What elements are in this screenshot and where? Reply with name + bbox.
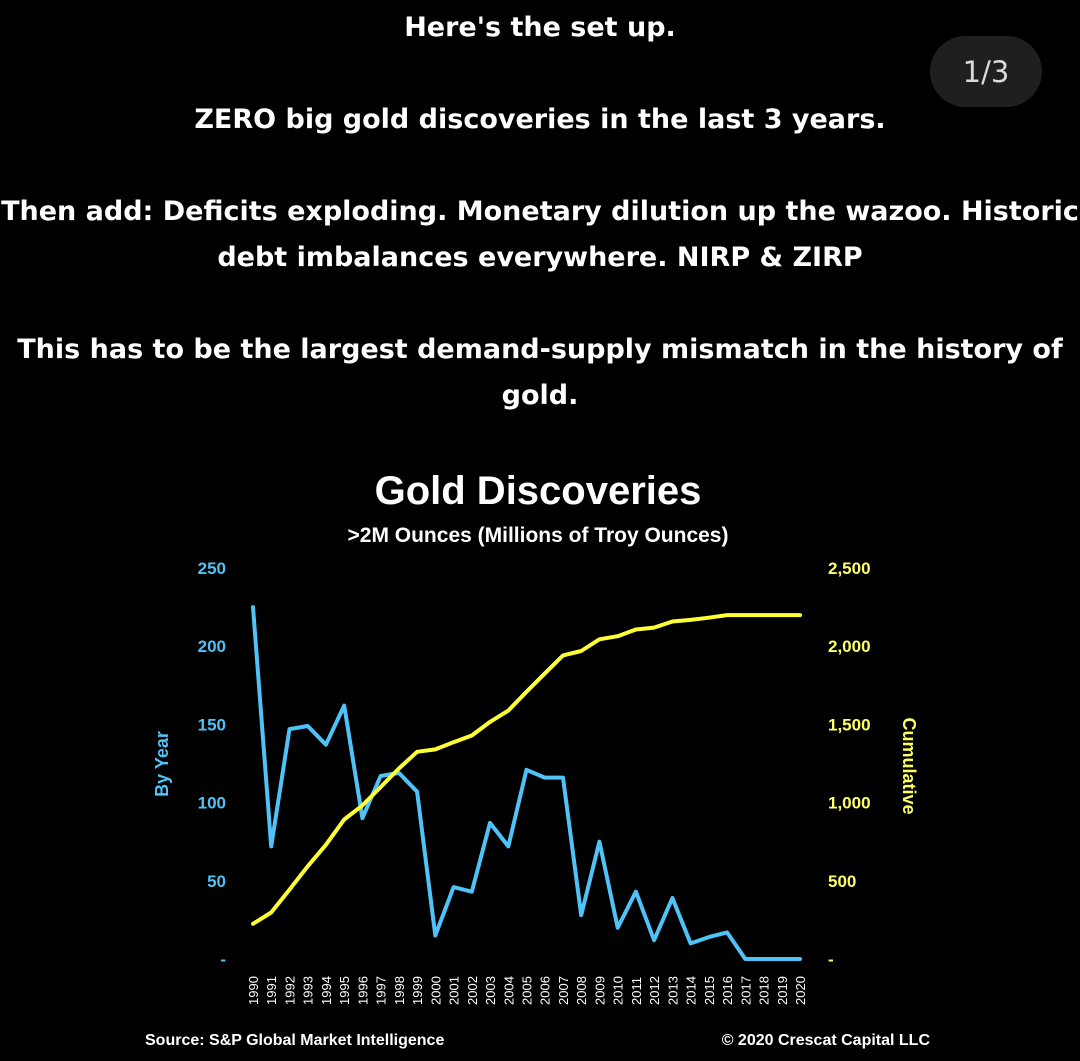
x-tick-label: 2009 (592, 976, 607, 1005)
by-year-series-line (251, 605, 802, 961)
x-tick-label: 1998 (392, 976, 407, 1005)
x-tick-label: 1996 (355, 976, 370, 1005)
tweet-line: This has to be the largest demand-supply… (17, 334, 1063, 365)
left-tick-label: 150 (198, 715, 226, 734)
tweet-line: gold. (501, 380, 579, 411)
right-tick-label: 2,000 (828, 637, 871, 656)
left-tick-label: - (220, 950, 226, 969)
x-tick-label: 2010 (611, 976, 626, 1005)
x-tick-label: 2007 (556, 976, 571, 1005)
x-tick-label: 2000 (428, 976, 443, 1005)
x-tick-label: 2014 (684, 976, 699, 1005)
x-tick-label: 1990 (246, 976, 261, 1005)
tweet-line: Here's the set up. (404, 12, 676, 43)
x-tick-label: 2005 (520, 976, 535, 1005)
left-tick-label: 200 (198, 637, 226, 656)
x-tick-label: 1991 (264, 976, 279, 1005)
cumulative-series-line (251, 613, 802, 926)
x-tick-label: 2017 (738, 976, 753, 1005)
right-tick-label: - (828, 950, 834, 969)
x-tick-label: 2015 (702, 976, 717, 1005)
x-tick-label: 1995 (337, 976, 352, 1005)
x-tick-label: 1999 (410, 976, 425, 1005)
x-tick-label: 2006 (538, 976, 553, 1005)
tweet-line: Then add: Deficits exploding. Monetary d… (1, 196, 1079, 227)
x-tick-label: 2019 (775, 976, 790, 1005)
x-tick-label: 2020 (793, 976, 808, 1005)
tweet-line: ZERO big gold discoveries in the last 3 … (194, 104, 886, 135)
x-tick-label: 2011 (629, 977, 644, 1005)
left-axis-label: By Year (152, 731, 172, 797)
chart-title: Gold Discoveries (375, 469, 702, 513)
x-tick-label: 1992 (282, 976, 297, 1005)
chart-copyright: © 2020 Crescat Capital LLC (722, 1032, 931, 1049)
right-axis-label: Cumulative (899, 717, 919, 814)
x-tick-label: 2002 (465, 976, 480, 1005)
x-tick-label: 1994 (319, 976, 334, 1005)
x-tick-label: 2016 (720, 976, 735, 1005)
x-tick-label: 2003 (483, 976, 498, 1005)
tweet-text: Here's the set up. ZERO big gold discove… (0, 0, 1080, 419)
right-tick-label: 2,500 (828, 559, 871, 578)
page-counter[interactable]: 1/3 (930, 36, 1042, 107)
x-tick-label: 2018 (757, 976, 772, 1005)
right-tick-label: 1,000 (828, 794, 871, 813)
left-tick-label: 250 (198, 559, 226, 578)
x-tick-label: 1997 (374, 976, 389, 1005)
x-tick-label: 2004 (501, 976, 516, 1005)
x-tick-label: 2008 (574, 976, 589, 1005)
x-tick-label: 2012 (647, 976, 662, 1005)
right-tick-label: 500 (828, 872, 856, 891)
left-tick-label: 50 (207, 872, 226, 891)
x-tick-label: 2001 (447, 976, 462, 1005)
gold-discoveries-chart: Gold Discoveries >2M Ounces (Millions of… (145, 469, 931, 1049)
tweet-line: debt imbalances everywhere. NIRP & ZIRP (217, 242, 863, 273)
right-tick-label: 1,500 (828, 715, 871, 734)
left-tick-label: 100 (198, 794, 226, 813)
x-tick-label: 1993 (301, 976, 316, 1005)
chart-subtitle: >2M Ounces (Millions of Troy Ounces) (348, 524, 729, 547)
x-tick-label: 2013 (665, 976, 680, 1005)
chart-source: Source: S&P Global Market Intelligence (145, 1032, 444, 1049)
